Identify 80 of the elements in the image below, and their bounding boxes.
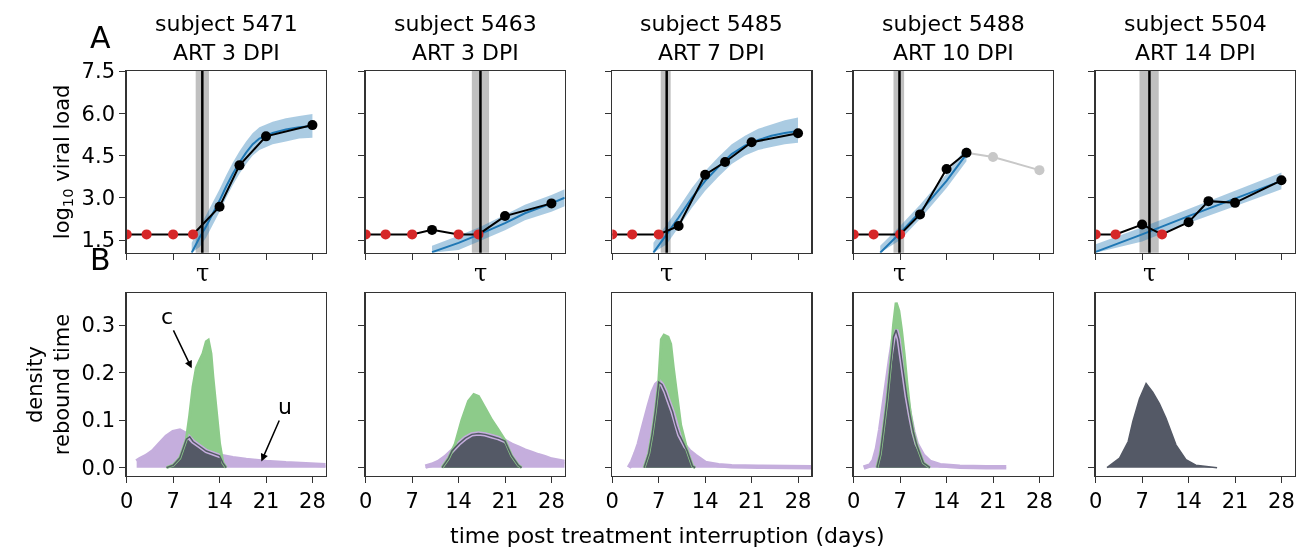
ref-line-label: τ bbox=[893, 259, 907, 287]
x-tick-label: 14 bbox=[206, 489, 233, 514]
x-tick-label: 0 bbox=[359, 489, 373, 514]
point bbox=[427, 224, 438, 235]
x-tick-label: 0 bbox=[847, 489, 861, 514]
x-tick-label: 21 bbox=[979, 489, 1007, 514]
x-tick-label: 7 bbox=[652, 489, 666, 514]
x-tick-label: 0 bbox=[1089, 489, 1103, 514]
point bbox=[1034, 165, 1045, 176]
point bbox=[1230, 197, 1240, 208]
point bbox=[1203, 196, 1214, 207]
point bbox=[1110, 229, 1121, 240]
x-tick-label: 14 bbox=[445, 489, 472, 514]
x-tick-label: 7 bbox=[166, 489, 180, 514]
annotation: c bbox=[161, 304, 174, 329]
point bbox=[407, 229, 418, 240]
point bbox=[700, 169, 711, 180]
y-tick-label: 3.0 bbox=[81, 186, 115, 211]
x-tick-label: 28 bbox=[1268, 489, 1295, 514]
point bbox=[673, 220, 684, 231]
annotation: u bbox=[278, 394, 292, 419]
x-tick-label: 21 bbox=[252, 489, 280, 514]
point bbox=[868, 229, 879, 240]
y-tick-label: 0.2 bbox=[81, 360, 115, 385]
point bbox=[214, 201, 225, 212]
point bbox=[500, 211, 510, 222]
point bbox=[1276, 175, 1287, 186]
point bbox=[546, 198, 557, 209]
point bbox=[793, 128, 804, 139]
y-tick-label: 0.3 bbox=[81, 313, 115, 338]
point bbox=[627, 229, 638, 240]
point bbox=[653, 229, 664, 240]
chart-title: subject 5463 ART 3 DPI bbox=[394, 11, 537, 65]
y-tick-label: 6.0 bbox=[81, 101, 115, 126]
x-axis-title: time post treatment interruption (days) bbox=[450, 523, 885, 548]
y-tick-label: 0.0 bbox=[81, 455, 115, 480]
point bbox=[1137, 219, 1148, 230]
x-tick-label: 0 bbox=[605, 489, 619, 514]
x-tick-label: 21 bbox=[1221, 489, 1249, 514]
x-tick-label: 28 bbox=[538, 489, 565, 514]
point bbox=[1157, 229, 1168, 240]
point bbox=[261, 131, 271, 142]
point bbox=[720, 156, 731, 167]
x-tick-label: 7 bbox=[405, 489, 419, 514]
x-tick-label: 28 bbox=[1026, 489, 1053, 514]
chart-title: subject 5504 ART 14 DPI bbox=[1124, 11, 1267, 65]
x-tick-label: 7 bbox=[893, 489, 907, 514]
ref-line-label: τ bbox=[196, 259, 210, 287]
x-tick-label: 28 bbox=[299, 489, 326, 514]
x-tick-label: 28 bbox=[784, 489, 812, 514]
ref-line-label: τ bbox=[1143, 259, 1157, 287]
y-tick-label: 0.1 bbox=[81, 408, 115, 433]
point bbox=[941, 164, 952, 175]
point bbox=[988, 151, 998, 162]
x-tick-label: 14 bbox=[691, 489, 719, 514]
point bbox=[141, 229, 152, 240]
point bbox=[746, 137, 757, 148]
chart-title: subject 5471 ART 3 DPI bbox=[155, 11, 298, 65]
ref-line-label: τ bbox=[474, 259, 488, 287]
point bbox=[307, 120, 318, 131]
x-tick-label: 7 bbox=[1135, 489, 1149, 514]
x-tick-label: 21 bbox=[491, 489, 519, 514]
point bbox=[1183, 217, 1194, 228]
point bbox=[453, 229, 464, 240]
x-tick-label: 0 bbox=[120, 489, 134, 514]
ref-line-label: τ bbox=[660, 259, 674, 287]
point bbox=[915, 209, 926, 220]
y-axis-title: density rebound time bbox=[22, 313, 74, 456]
point bbox=[188, 229, 199, 240]
text: A bbox=[90, 20, 111, 55]
chart-title: subject 5485 ART 7 DPI bbox=[640, 11, 783, 65]
point bbox=[168, 229, 179, 240]
point bbox=[234, 160, 245, 171]
y-tick-label: 7.5 bbox=[81, 59, 115, 84]
chart-title: subject 5488 ART 10 DPI bbox=[882, 11, 1025, 65]
x-tick-label: 14 bbox=[933, 489, 960, 514]
x-tick-label: 14 bbox=[1175, 489, 1202, 514]
point bbox=[380, 229, 391, 240]
x-tick-label: 21 bbox=[738, 489, 765, 514]
y-tick-label: 4.5 bbox=[81, 143, 115, 168]
